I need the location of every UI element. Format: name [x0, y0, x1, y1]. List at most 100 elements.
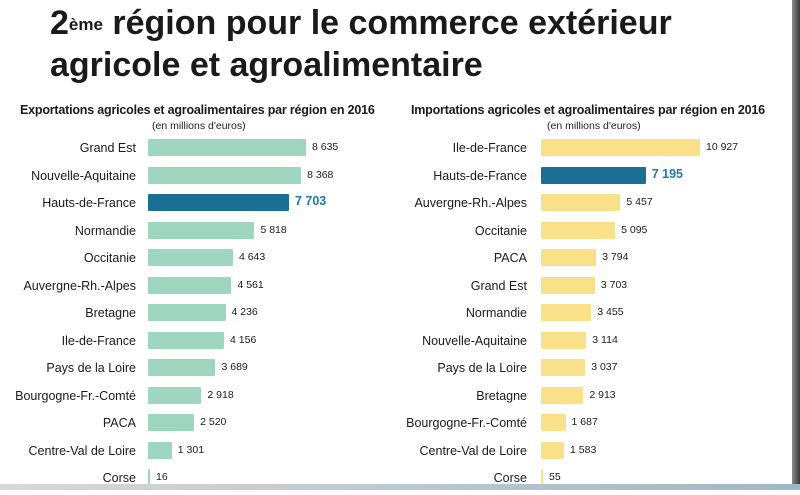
- import-category-label: Pays de la Loire: [437, 361, 527, 375]
- import-bar: [541, 331, 587, 349]
- export-bar-row: PACA 2 520: [0, 412, 392, 440]
- export-value-label: 5 818: [260, 223, 287, 236]
- import-bar-row: Bourgogne-Fr.-Comté 1 687: [400, 412, 792, 440]
- import-bar: [541, 194, 621, 211]
- export-value-label: 7 703: [294, 194, 327, 208]
- import-bar: [541, 441, 565, 459]
- import-category-label: Normandie: [465, 306, 527, 320]
- import-value-label: 2 913: [589, 388, 616, 401]
- export-category-label: Normandie: [74, 223, 136, 238]
- import-bar: [541, 386, 584, 404]
- import-bar-row: Hauts-de-France 7 195: [400, 165, 792, 193]
- export-bar-row: Ile-de-France 4 156: [0, 330, 392, 358]
- import-category-label: Corse: [493, 471, 527, 485]
- bottom-strip: [0, 484, 800, 490]
- export-value-label: 3 689: [221, 361, 248, 373]
- export-category-label: Ile-de-France: [61, 333, 136, 348]
- title-line-2: agricole et agroalimentaire: [50, 46, 483, 84]
- export-bar-row: Bourgogne-Fr.-Comté 2 918: [0, 385, 392, 413]
- export-bar-row: Nouvelle-Aquitaine 8 368: [0, 165, 392, 193]
- export-value-label: 16: [156, 471, 168, 483]
- import-bar-row: Nouvelle-Aquitaine 3 114: [400, 330, 792, 358]
- import-category-label: Bourgogne-Fr.-Comté: [406, 416, 527, 430]
- export-bar: [148, 414, 195, 431]
- export-bar: [148, 331, 225, 349]
- import-bar: [541, 221, 616, 239]
- export-value-label: 8 368: [307, 168, 334, 181]
- import-category-label: Grand Est: [470, 278, 527, 293]
- import-bar-row: Bretagne 2 913: [400, 385, 792, 413]
- export-bar-row: Bretagne 4 236: [0, 302, 392, 330]
- export-category-label: Centre-Val de Loire: [28, 443, 136, 458]
- export-bar: [148, 386, 202, 404]
- import-bar: [541, 139, 700, 156]
- import-bar-row: Ile-de-France 10 927: [400, 137, 792, 165]
- export-bar: [148, 139, 306, 156]
- export-bar: [148, 469, 150, 486]
- exports-chart-subtitle: (en millions d'euros): [152, 120, 246, 132]
- export-category-label: Hauts-de-France: [42, 196, 136, 210]
- import-bar-row: Occitanie 5 095: [400, 220, 792, 248]
- export-bar: [148, 221, 255, 239]
- export-category-label: Bourgogne-Fr.-Comté: [15, 388, 136, 403]
- export-category-label: PACA: [102, 416, 136, 430]
- import-value-label: 10 927: [706, 141, 739, 153]
- import-category-label: Auvergne-Rh.-Alpes: [414, 196, 527, 210]
- window-edge: [792, 0, 800, 490]
- import-bar-row: Corse 55: [400, 467, 792, 495]
- import-category-label: Centre-Val de Loire: [419, 443, 527, 458]
- export-bar: [148, 359, 216, 376]
- import-bar-row: Grand Est 3 703: [400, 275, 792, 303]
- export-category-label: Nouvelle-Aquitaine: [31, 168, 136, 183]
- import-bar: [541, 304, 592, 321]
- export-value-label: 1 301: [177, 443, 205, 456]
- import-bar: [541, 276, 595, 294]
- import-bar: [541, 359, 586, 376]
- imports-chart-title: Importations agricoles et agroalimentair…: [411, 103, 765, 117]
- import-value-label: 5 457: [626, 196, 653, 208]
- export-bar-row: Normandie 5 818: [0, 220, 392, 248]
- import-category-label: Bretagne: [476, 388, 527, 403]
- import-bar-row: Auvergne-Rh.-Alpes 5 457: [400, 192, 792, 220]
- export-bar-row: Centre-Val de Loire 1 301: [0, 440, 392, 468]
- import-bar-row: PACA 3 794: [400, 247, 792, 275]
- import-category-label: Occitanie: [474, 223, 527, 238]
- import-bar-row: Pays de la Loire 3 037: [400, 357, 792, 385]
- export-category-label: Occitanie: [83, 251, 136, 265]
- import-value-label: 3 455: [597, 306, 624, 318]
- import-value-label: 7 195: [651, 166, 683, 181]
- import-value-label: 5 095: [621, 223, 648, 236]
- import-bar-row: Centre-Val de Loire 1 583: [400, 440, 792, 468]
- import-value-label: 3 114: [592, 333, 618, 346]
- import-value-label: 55: [549, 471, 561, 483]
- export-bar-row: Occitanie 4 643: [0, 247, 392, 275]
- import-category-label: Ile-de-France: [452, 141, 527, 155]
- import-category-label: PACA: [493, 251, 527, 265]
- export-value-label: 2 918: [207, 388, 234, 401]
- export-value-label: 4 643: [238, 251, 266, 263]
- export-bar: [148, 166, 302, 184]
- export-bar-row: Auvergne-Rh.-Alpes 4 561: [0, 275, 392, 303]
- export-category-label: Pays de la Loire: [46, 361, 136, 375]
- export-bar: [148, 304, 226, 321]
- import-value-label: 1 583: [570, 443, 597, 456]
- export-bar: [148, 441, 172, 459]
- imports-chart: Importations agricoles et agroalimentair…: [400, 0, 792, 490]
- export-bar-row: Hauts-de-France 7 703: [0, 192, 392, 220]
- export-value-label: 4 236: [231, 306, 258, 318]
- export-value-label: 2 520: [200, 416, 227, 428]
- export-bar-row: Corse 16: [0, 467, 392, 495]
- import-category-label: Nouvelle-Aquitaine: [422, 333, 527, 348]
- export-bar: [148, 276, 232, 294]
- import-value-label: 1 687: [571, 416, 598, 428]
- import-category-label: Hauts-de-France: [433, 168, 527, 183]
- title-line-1: 2ème région pour le commerce extérieur: [50, 4, 672, 42]
- export-bar: [148, 249, 233, 266]
- export-bar: [148, 194, 289, 211]
- export-category-label: Auvergne-Rh.-Alpes: [23, 278, 136, 293]
- import-value-label: 3 037: [591, 361, 618, 373]
- export-bar-row: Pays de la Loire 3 689: [0, 357, 392, 385]
- export-value-label: 8 635: [312, 141, 339, 153]
- import-value-label: 3 703: [600, 278, 628, 291]
- import-bar: [541, 469, 543, 486]
